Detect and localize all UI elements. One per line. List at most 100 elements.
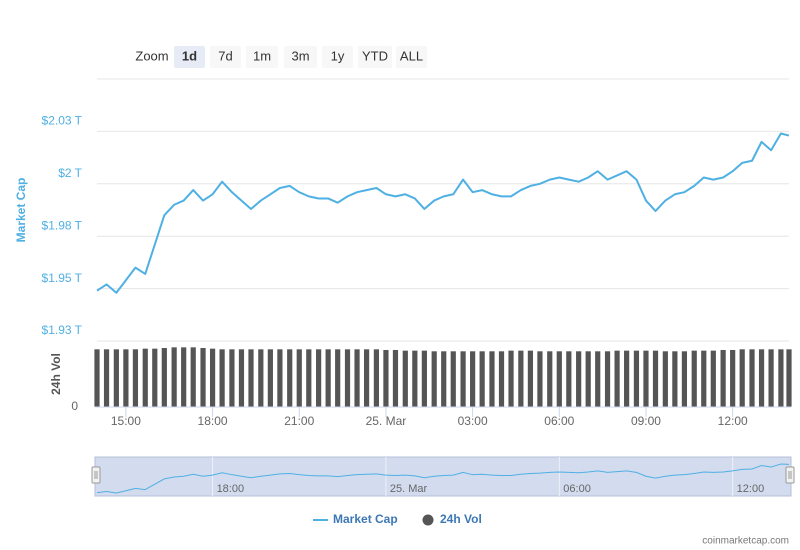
navigator-handle[interactable] xyxy=(91,466,101,484)
volume-bar xyxy=(449,350,457,408)
zoom-button-label[interactable]: 1d xyxy=(182,48,197,63)
volume-bar xyxy=(103,348,110,408)
y2-tick-label: 0 xyxy=(71,399,78,413)
zoom-button[interactable] xyxy=(284,46,317,68)
volume-bar xyxy=(122,348,130,408)
volume-bar xyxy=(257,348,265,408)
volume-bar xyxy=(785,348,793,408)
volume-bar xyxy=(488,350,496,408)
volume-bar xyxy=(652,349,659,408)
volume-bar xyxy=(478,350,486,408)
volume-bar xyxy=(738,348,746,408)
volume-bar xyxy=(392,349,399,408)
volume-bar xyxy=(373,348,380,408)
zoom-button-label[interactable]: 7d xyxy=(218,48,232,63)
volume-bar xyxy=(633,349,640,408)
zoom-button-label[interactable]: 1m xyxy=(253,48,271,63)
volume-bar xyxy=(199,347,207,408)
zoom-button[interactable] xyxy=(246,46,278,68)
zoom-button-label[interactable]: 1y xyxy=(331,48,345,63)
zoom-button-label[interactable]: YTD xyxy=(362,48,388,63)
volume-bar xyxy=(594,350,602,408)
volume-bar xyxy=(748,348,756,408)
x-tick-label: 18:00 xyxy=(198,414,228,428)
y-axis-title: Market Cap xyxy=(14,178,28,243)
volume-bar xyxy=(671,350,679,408)
volume-bar xyxy=(584,350,592,408)
y-tick-label: $1.98 T xyxy=(42,218,83,232)
zoom-button-label[interactable]: ALL xyxy=(400,48,423,63)
navigator-tick-label: 25. Mar xyxy=(390,483,428,495)
volume-bar xyxy=(160,347,168,408)
volume-bar xyxy=(334,348,342,408)
market-cap-line xyxy=(96,132,790,294)
zoom-button-label[interactable]: 3m xyxy=(291,48,309,63)
volume-bar xyxy=(295,348,303,408)
volume-bar xyxy=(507,349,515,408)
navigator-tick-label: 12:00 xyxy=(737,483,765,495)
y-tick-label: $1.95 T xyxy=(42,271,83,285)
volume-bar xyxy=(180,346,188,408)
volume-bar xyxy=(565,350,573,408)
volume-bar xyxy=(401,349,409,408)
volume-bar xyxy=(709,349,717,408)
volume-bar xyxy=(623,349,631,408)
y2-axis-title: 24h Vol xyxy=(49,353,63,395)
volume-bar xyxy=(604,350,611,408)
volume-bar xyxy=(546,350,554,408)
volume-bar xyxy=(469,350,477,408)
volume-bar xyxy=(324,348,332,408)
legend-label[interactable]: Market Cap xyxy=(333,512,398,526)
x-tick-label: 15:00 xyxy=(111,414,141,428)
volume-bar xyxy=(613,349,621,408)
x-tick-label: 06:00 xyxy=(544,414,574,428)
zoom-button[interactable] xyxy=(322,46,353,68)
volume-bar xyxy=(286,348,294,408)
zoom-button[interactable] xyxy=(210,46,241,68)
volume-bar xyxy=(238,348,245,408)
volume-bar xyxy=(459,350,467,408)
volume-bar xyxy=(661,350,669,408)
volume-bar xyxy=(141,347,149,408)
volume-bar xyxy=(729,349,737,408)
volume-bar xyxy=(555,350,563,408)
volume-bar xyxy=(276,348,284,408)
navigator-tick-label: 06:00 xyxy=(563,483,591,495)
legend-label[interactable]: 24h Vol xyxy=(440,512,482,526)
zoom-button[interactable] xyxy=(396,46,427,68)
volume-bar xyxy=(498,350,505,408)
zoom-button[interactable] xyxy=(174,46,205,68)
volume-bar xyxy=(218,348,226,408)
volume-bar xyxy=(517,349,525,408)
legend-symbol[interactable] xyxy=(422,514,434,526)
navigator-handle[interactable] xyxy=(785,466,795,484)
volume-bar xyxy=(209,347,216,408)
volume-bar xyxy=(382,349,390,408)
volume-bar xyxy=(189,346,197,408)
volume-bar xyxy=(363,348,370,408)
volume-bar xyxy=(690,349,698,408)
volume-bar xyxy=(440,350,448,408)
volume-bar xyxy=(353,348,361,408)
volume-bar xyxy=(315,348,323,408)
x-tick-label: 03:00 xyxy=(458,414,488,428)
x-tick-label: 12:00 xyxy=(718,414,748,428)
zoom-button[interactable] xyxy=(358,46,392,68)
zoom-label: Zoom xyxy=(135,48,168,63)
volume-bar xyxy=(266,348,274,408)
volume-bar xyxy=(681,350,688,408)
volume-bar xyxy=(719,349,727,408)
navigator-line xyxy=(96,463,790,494)
volume-bar xyxy=(430,350,438,408)
volume-bar xyxy=(527,349,534,408)
volume-bar xyxy=(700,349,708,408)
volume-bar xyxy=(112,348,120,408)
volume-bar xyxy=(575,350,583,408)
navigator-mask xyxy=(94,456,792,497)
volume-bar xyxy=(247,348,255,408)
volume-bar xyxy=(170,346,178,408)
x-tick-label: 09:00 xyxy=(631,414,661,428)
y-tick-label: $2.03 T xyxy=(42,114,83,128)
volume-bar xyxy=(758,348,765,408)
